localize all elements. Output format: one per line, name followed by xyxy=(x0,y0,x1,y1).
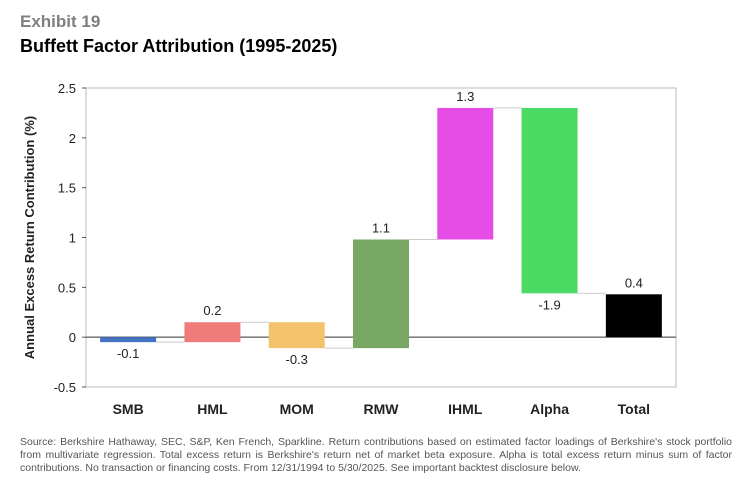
bar-ihml xyxy=(437,107,494,240)
bar-hml xyxy=(184,322,241,343)
x-tick-label-hml: HML xyxy=(197,401,228,417)
bar-alpha xyxy=(521,107,578,294)
x-tick-label-total: Total xyxy=(618,401,650,417)
data-label-alpha: -1.9 xyxy=(538,297,560,312)
data-label-hml: 0.2 xyxy=(203,303,221,318)
data-label-total: 0.4 xyxy=(625,275,643,290)
bar-mom xyxy=(268,322,325,349)
data-label-smb: -0.1 xyxy=(117,346,139,361)
x-tick-label-alpha: Alpha xyxy=(530,401,569,417)
y-axis-title: Annual Excess Return Contribution (%) xyxy=(22,116,37,359)
data-label-rmw: 1.1 xyxy=(372,220,390,235)
y-tick-label: 2.5 xyxy=(58,81,76,96)
bar-smb xyxy=(100,337,157,343)
y-tick-label: 1.5 xyxy=(58,181,76,196)
bar-rmw xyxy=(353,239,409,349)
x-tick-label-rmw: RMW xyxy=(364,401,400,417)
y-tick-label: 1 xyxy=(69,231,76,246)
data-label-mom: -0.3 xyxy=(286,352,308,367)
x-tick-label-ihml: IHML xyxy=(448,401,483,417)
exhibit-label: Exhibit 19 xyxy=(20,12,101,31)
y-tick-label: 0 xyxy=(69,330,76,345)
bar-total xyxy=(605,294,662,338)
y-tick-label: 0.5 xyxy=(58,280,76,295)
source-footnote: Source: Berkshire Hathaway, SEC, S&P, Ke… xyxy=(20,436,732,474)
x-tick-label-mom: MOM xyxy=(280,401,314,417)
chart-title: Buffett Factor Attribution (1995-2025) xyxy=(20,36,338,56)
data-label-ihml: 1.3 xyxy=(456,89,474,104)
y-tick-label: -0.5 xyxy=(54,380,76,395)
x-tick-label-smb: SMB xyxy=(113,401,144,417)
y-tick-label: 2 xyxy=(69,131,76,146)
waterfall-chart: -0.5 0 0.5 1 1.5 2 2.5 Annual Excess Return Con… xyxy=(22,81,677,417)
